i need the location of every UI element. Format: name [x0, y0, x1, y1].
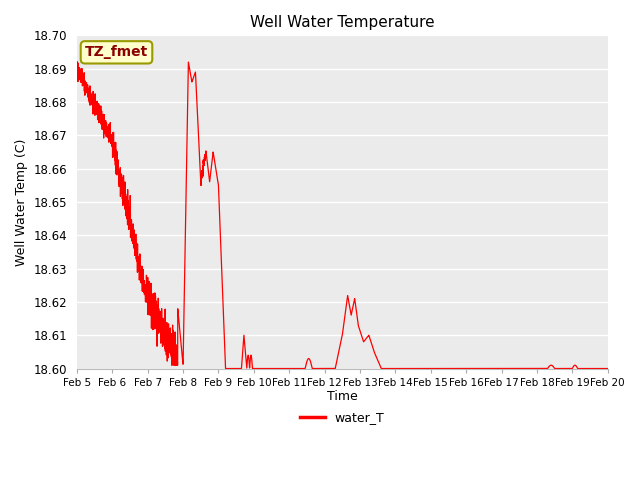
X-axis label: Time: Time	[327, 390, 358, 403]
Text: TZ_fmet: TZ_fmet	[85, 45, 148, 60]
Y-axis label: Well Water Temp (C): Well Water Temp (C)	[15, 138, 28, 265]
Title: Well Water Temperature: Well Water Temperature	[250, 15, 435, 30]
Legend: water_T: water_T	[295, 406, 390, 429]
